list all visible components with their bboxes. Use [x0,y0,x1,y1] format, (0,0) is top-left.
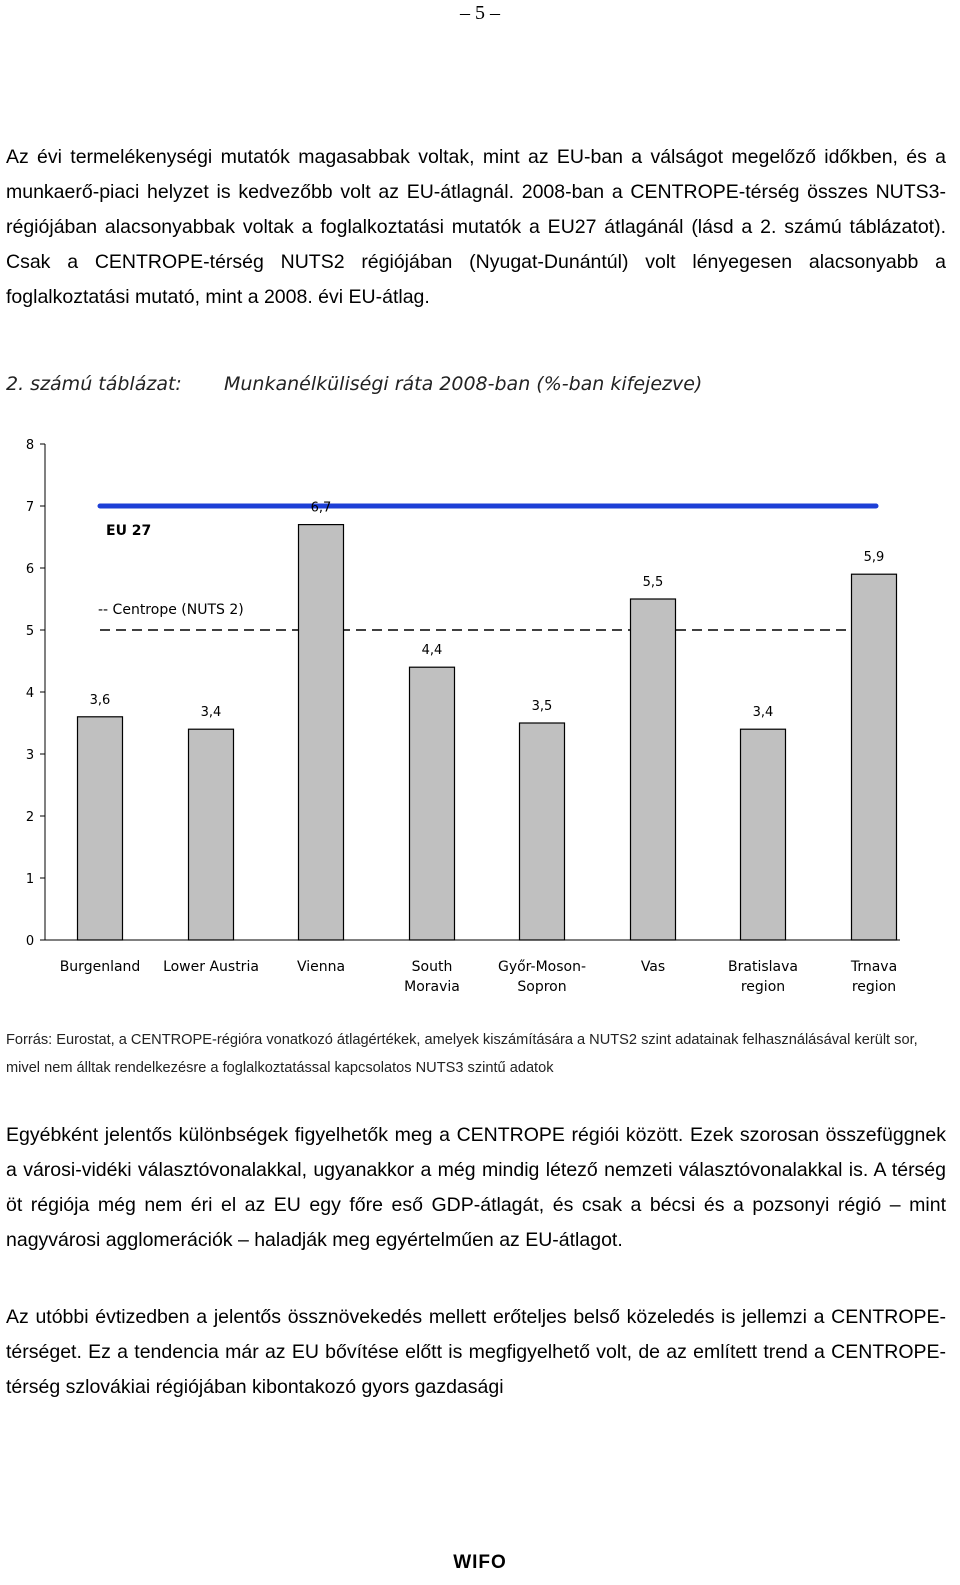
x-axis-labels: Burgenland Lower Austria Vienna South Moravi… [60,959,897,995]
bar [408,666,456,941]
y-tick-label: 3 [26,748,34,763]
reference-lines: EU 27 -- Centrope (NUTS 2) [97,503,879,631]
bars-group: 3,6 3,4 6,7 4,4 3,5 5,5 3,4 5,9 [76,501,898,941]
y-tick-label: 7 [26,500,34,515]
caption-label: 2. számú táblázat: [6,373,182,395]
centrope-label: -- Centrope (NUTS 2) [98,602,244,618]
bar-value-label: 3,5 [532,699,553,714]
caption-title: Munkanélküliségi ráta 2008-ban (%-ban ki… [224,373,703,395]
x-category-label: region [741,979,785,995]
y-tick-label: 4 [26,686,34,701]
paragraph-intro: Az évi termelékenységi mutatók magasabba… [6,146,946,308]
bar [629,598,677,941]
y-tick-label: 0 [26,934,34,949]
bar-value-label: 3,4 [201,705,222,720]
y-tick-label: 5 [26,624,34,639]
y-tick-label: 8 [26,438,34,453]
x-category-label: Moravia [404,979,460,995]
bar [297,523,345,941]
x-category-label: Bratislava [728,959,798,975]
y-tick-label: 6 [26,562,34,577]
bar [739,728,787,941]
x-category-label: Lower Austria [163,959,259,975]
x-category-label: Burgenland [60,959,141,975]
bar [850,573,898,941]
y-tick-label: 1 [26,872,34,887]
x-category-label: Vas [641,959,665,975]
bar-value-label: 5,5 [643,575,664,590]
y-tick-label: 2 [26,810,34,825]
wifo-logo: WIFO [453,1552,507,1573]
bar-value-label: 4,4 [422,643,443,658]
bar [76,716,124,941]
paragraph-differences: Egyébként jelentős különbségek figyelhet… [6,1124,946,1251]
bar-value-label: 5,9 [864,550,885,565]
x-category-label: Sopron [517,979,566,995]
source-note: Forrás: Eurostat, a CENTROPE-régióra von… [6,1032,918,1076]
bar-value-label: 3,4 [753,705,774,720]
chart-caption: 2. számú táblázat: Munkanélküliségi ráta … [6,373,946,395]
bar [187,728,235,941]
bar-value-label: 6,7 [311,501,332,516]
bar-value-label: 3,6 [90,693,111,708]
x-category-label: region [852,979,896,995]
eu27-label: EU 27 [106,523,151,539]
x-category-label: Vienna [297,959,345,975]
bar [518,722,566,941]
paragraph-convergence: Az utóbbi évtizedben a jelentős össznöve… [6,1306,946,1398]
x-category-label: Győr-Moson- [498,959,586,975]
x-category-label: Trnava [850,959,897,975]
x-category-label: South [412,959,453,975]
page-number: – 5 – [460,2,500,24]
